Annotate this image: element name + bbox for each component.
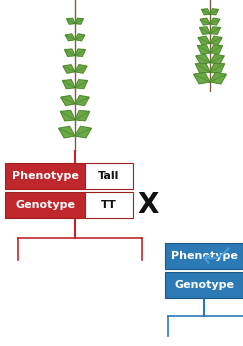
Polygon shape: [75, 95, 89, 106]
Polygon shape: [210, 36, 222, 45]
FancyBboxPatch shape: [5, 163, 85, 189]
FancyBboxPatch shape: [165, 272, 243, 298]
Polygon shape: [210, 27, 220, 34]
FancyBboxPatch shape: [5, 192, 85, 218]
Polygon shape: [198, 36, 210, 45]
Polygon shape: [65, 49, 75, 56]
Polygon shape: [194, 72, 210, 84]
Polygon shape: [210, 63, 225, 73]
Text: TT: TT: [101, 200, 117, 210]
Polygon shape: [61, 95, 75, 106]
Polygon shape: [195, 63, 210, 73]
Text: Genotype: Genotype: [174, 280, 234, 290]
Text: Phenotype: Phenotype: [171, 251, 237, 261]
Polygon shape: [210, 18, 220, 25]
Polygon shape: [202, 9, 210, 15]
Polygon shape: [65, 34, 75, 41]
Polygon shape: [62, 80, 75, 89]
Polygon shape: [200, 18, 210, 25]
Polygon shape: [196, 54, 210, 64]
Polygon shape: [210, 72, 226, 84]
FancyBboxPatch shape: [85, 192, 133, 218]
Polygon shape: [63, 65, 75, 73]
Text: Phenotype: Phenotype: [12, 171, 78, 181]
FancyArrowPatch shape: [204, 248, 228, 263]
Polygon shape: [67, 18, 75, 24]
Polygon shape: [59, 126, 75, 138]
Polygon shape: [200, 27, 210, 34]
Text: Tall: Tall: [98, 171, 120, 181]
Polygon shape: [75, 65, 87, 73]
Polygon shape: [75, 18, 83, 24]
Polygon shape: [75, 49, 85, 56]
Polygon shape: [75, 111, 90, 121]
FancyBboxPatch shape: [165, 243, 243, 269]
Text: Genotype: Genotype: [15, 200, 75, 210]
Polygon shape: [210, 45, 223, 54]
Polygon shape: [75, 34, 85, 41]
Polygon shape: [210, 54, 224, 64]
FancyBboxPatch shape: [85, 163, 133, 189]
Polygon shape: [61, 111, 75, 121]
Polygon shape: [75, 126, 91, 138]
Polygon shape: [198, 45, 210, 54]
Polygon shape: [210, 9, 218, 15]
Text: X: X: [137, 191, 159, 219]
Polygon shape: [75, 80, 87, 89]
